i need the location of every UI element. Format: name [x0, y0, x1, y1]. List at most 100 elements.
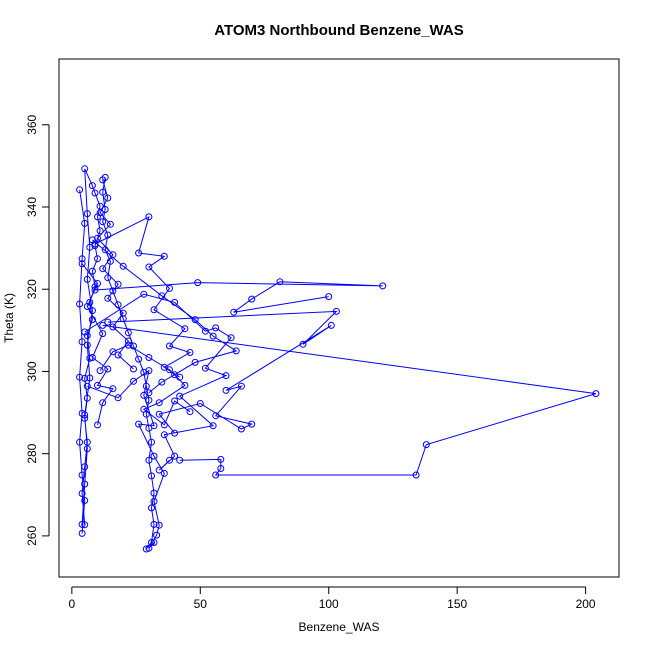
data-point — [230, 308, 238, 316]
data-point — [160, 431, 168, 439]
data-series — [76, 186, 89, 537]
data-point — [176, 392, 184, 400]
data-point — [186, 349, 194, 356]
data-point — [171, 298, 179, 306]
data-point — [83, 394, 91, 402]
data-point — [217, 465, 225, 472]
data-point — [160, 469, 168, 477]
data-point — [130, 377, 137, 385]
series-line — [96, 179, 134, 370]
data-point — [76, 373, 84, 381]
data-series — [99, 321, 600, 479]
data-point — [145, 213, 153, 221]
data-point — [104, 194, 112, 202]
x-tick-label: 50 — [194, 597, 208, 611]
x-tick-label: 100 — [319, 597, 339, 611]
data-point — [150, 306, 158, 314]
plot-area — [76, 165, 600, 553]
data-point — [248, 295, 256, 303]
data-point — [124, 337, 132, 345]
data-point — [222, 386, 230, 394]
data-point — [209, 422, 217, 430]
data-point — [78, 490, 86, 497]
series-line — [81, 168, 101, 525]
y-axis: 260 280 300 320 340 360 — [25, 114, 50, 546]
data-series — [81, 290, 235, 474]
data-point — [181, 381, 189, 389]
data-point — [158, 378, 166, 386]
data-point — [135, 249, 143, 257]
data-point — [124, 329, 132, 337]
data-point — [114, 280, 122, 288]
data-point — [78, 255, 86, 263]
data-point — [379, 282, 387, 290]
data-point — [99, 330, 107, 338]
data-point — [140, 405, 148, 413]
data-point — [150, 452, 158, 460]
data-point — [592, 390, 600, 398]
data-point — [106, 220, 114, 228]
data-point — [94, 255, 101, 263]
data-point — [114, 351, 122, 359]
data-point — [88, 354, 96, 361]
data-point — [155, 410, 163, 418]
data-series — [94, 176, 137, 373]
data-point — [327, 321, 335, 329]
data-point — [191, 358, 199, 366]
data-point — [155, 399, 163, 407]
series-line — [79, 189, 86, 534]
data-point — [119, 262, 127, 270]
data-point — [186, 408, 194, 416]
data-point — [91, 240, 99, 248]
data-series — [78, 260, 117, 429]
data-series — [91, 278, 387, 316]
data-point — [99, 265, 107, 273]
y-axis-label: Theta (K) — [2, 293, 16, 343]
data-point — [135, 420, 143, 428]
data-point — [155, 521, 163, 529]
data-point — [212, 324, 220, 332]
data-point — [148, 504, 155, 512]
data-point — [99, 321, 107, 329]
data-point — [104, 318, 112, 326]
data-point — [145, 263, 153, 271]
data-point — [150, 422, 158, 430]
data-point — [76, 300, 84, 308]
data-point — [81, 374, 89, 382]
data-point — [76, 186, 84, 194]
series-line — [94, 281, 383, 313]
data-point — [150, 539, 158, 546]
data-point — [212, 471, 220, 479]
data-point — [150, 520, 158, 528]
data-point — [171, 452, 179, 460]
data-point — [196, 400, 204, 407]
series-line — [92, 239, 238, 394]
y-tick-label: 340 — [25, 197, 39, 217]
data-point — [114, 394, 122, 402]
data-point — [232, 347, 240, 355]
data-point — [86, 374, 94, 382]
data-point — [135, 355, 143, 363]
data-point — [412, 471, 420, 479]
data-point — [140, 391, 148, 399]
data-point — [78, 260, 86, 268]
data-series — [96, 341, 194, 429]
data-point — [201, 327, 209, 335]
data-point — [83, 341, 91, 349]
data-series — [104, 307, 340, 437]
data-point — [78, 529, 86, 537]
data-point — [104, 365, 112, 373]
data-point — [104, 294, 112, 302]
data-point — [94, 381, 101, 389]
data-point — [99, 176, 107, 184]
series-line — [99, 344, 191, 426]
data-point — [222, 372, 230, 380]
data-point — [148, 472, 155, 480]
data-point — [237, 382, 245, 390]
data-point — [176, 373, 184, 381]
x-axis: 0 50 100 150 200 — [69, 586, 596, 611]
data-point — [94, 234, 101, 242]
data-point — [109, 385, 117, 393]
data-point — [130, 365, 137, 373]
